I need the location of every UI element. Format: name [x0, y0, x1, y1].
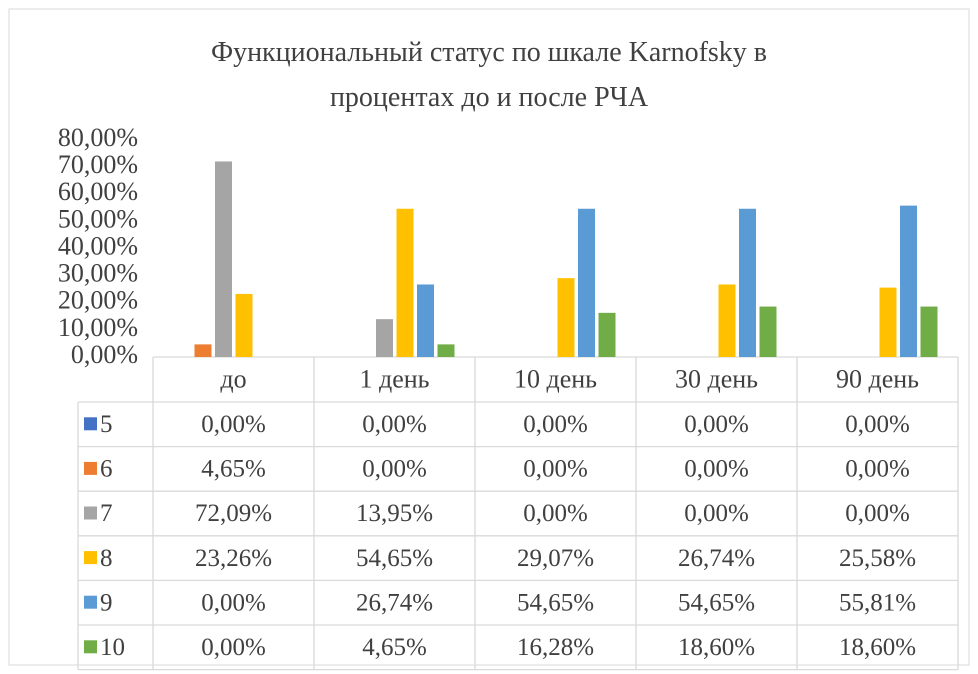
table-cell: 4,65% — [201, 456, 266, 483]
chart-border — [8, 8, 970, 666]
table-cell: 54,65% — [356, 545, 433, 572]
table-cell: 0,00% — [523, 500, 588, 527]
bar — [235, 293, 253, 357]
table-cell: 54,65% — [678, 589, 755, 616]
table-cell: 13,95% — [356, 500, 433, 527]
table-cell: 0,00% — [684, 500, 749, 527]
legend-label: 6 — [100, 456, 113, 483]
legend-swatch — [84, 506, 97, 520]
table-cell: 16,28% — [517, 634, 594, 661]
table-cell: 54,65% — [517, 589, 594, 616]
bar — [739, 208, 756, 357]
bar — [376, 319, 393, 357]
x-tick-label: 90 день — [836, 364, 919, 393]
table-cell: 0,00% — [523, 411, 588, 438]
legend-label: 10 — [100, 634, 125, 661]
chart-title: Функциональный статус по шкале Karnofsky… — [210, 37, 768, 113]
table-cell: 72,09% — [195, 500, 272, 527]
legend-label: 7 — [100, 500, 113, 527]
y-tick-label: 0,00% — [71, 340, 138, 369]
x-tick-label: 1 день — [359, 364, 429, 393]
bar — [718, 284, 736, 357]
table-cell: 23,26% — [195, 545, 272, 572]
table-cell: 0,00% — [845, 500, 910, 527]
bar — [578, 208, 595, 357]
legend-swatch — [84, 417, 97, 431]
y-tick-label: 70,00% — [58, 150, 138, 179]
bar — [900, 205, 917, 357]
y-tick-label: 50,00% — [58, 204, 138, 233]
bar — [417, 284, 434, 357]
table-cell: 0,00% — [523, 456, 588, 483]
table-cell: 0,00% — [684, 456, 749, 483]
bar — [194, 344, 212, 357]
table-cell: 18,60% — [839, 634, 916, 661]
table-cell: 26,74% — [678, 545, 755, 572]
x-tick-label: 30 день — [675, 364, 758, 393]
y-tick-label: 30,00% — [58, 259, 138, 288]
table-cell: 0,00% — [201, 411, 266, 438]
y-tick-label: 80,00% — [58, 123, 138, 152]
table-cell: 0,00% — [362, 456, 427, 483]
y-tick-label: 60,00% — [58, 177, 138, 206]
bar — [557, 278, 575, 357]
y-tick-label: 10,00% — [58, 313, 138, 342]
table-cell: 4,65% — [362, 634, 427, 661]
legend-label: 9 — [100, 589, 113, 616]
table-cell: 26,74% — [356, 589, 433, 616]
legend-swatch — [84, 595, 97, 609]
table-cell: 0,00% — [201, 589, 266, 616]
bar — [920, 306, 938, 357]
table-cell: 29,07% — [517, 545, 594, 572]
y-tick-label: 40,00% — [58, 231, 138, 260]
bar — [437, 344, 455, 357]
x-tick-label: до — [220, 364, 246, 393]
y-tick-label: 20,00% — [58, 286, 138, 315]
legend-label: 8 — [100, 545, 113, 572]
table-cell: 0,00% — [845, 411, 910, 438]
bar — [215, 161, 232, 357]
bar — [879, 287, 897, 357]
legend-swatch — [84, 640, 97, 654]
bar — [396, 208, 414, 357]
table-cell: 0,00% — [362, 411, 427, 438]
table-cell: 0,00% — [684, 411, 749, 438]
legend-label: 5 — [100, 411, 113, 438]
legend-swatch — [84, 551, 97, 565]
bar — [598, 312, 616, 357]
table-cell: 55,81% — [839, 589, 916, 616]
x-tick-label: 10 день — [514, 364, 597, 393]
table-cell: 25,58% — [839, 545, 916, 572]
table-cell: 18,60% — [678, 634, 755, 661]
table-cell: 0,00% — [201, 634, 266, 661]
legend-swatch — [84, 461, 97, 475]
table-cell: 0,00% — [845, 456, 910, 483]
bar — [759, 306, 777, 357]
